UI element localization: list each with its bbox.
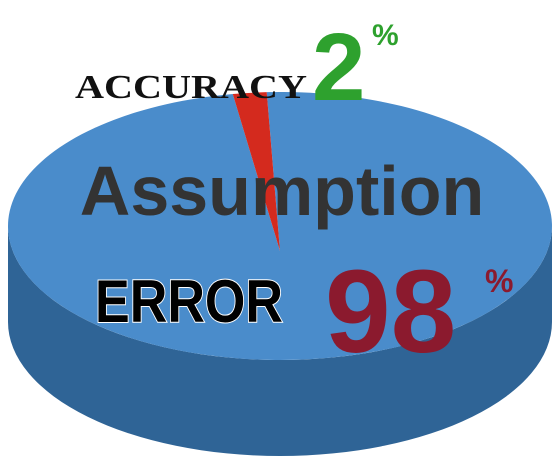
value-label: 2	[312, 14, 365, 121]
category-label: ERROR	[95, 268, 283, 335]
category-label: ACCURACY	[75, 69, 307, 106]
pie-slice	[8, 92, 552, 360]
value-label: 98	[325, 246, 456, 378]
pie-side	[8, 226, 552, 456]
pie	[8, 92, 552, 456]
annotation: Assumption	[80, 152, 484, 230]
pie-slice	[232, 92, 280, 252]
unit-label: %	[485, 263, 513, 299]
unit-label: %	[372, 19, 399, 52]
